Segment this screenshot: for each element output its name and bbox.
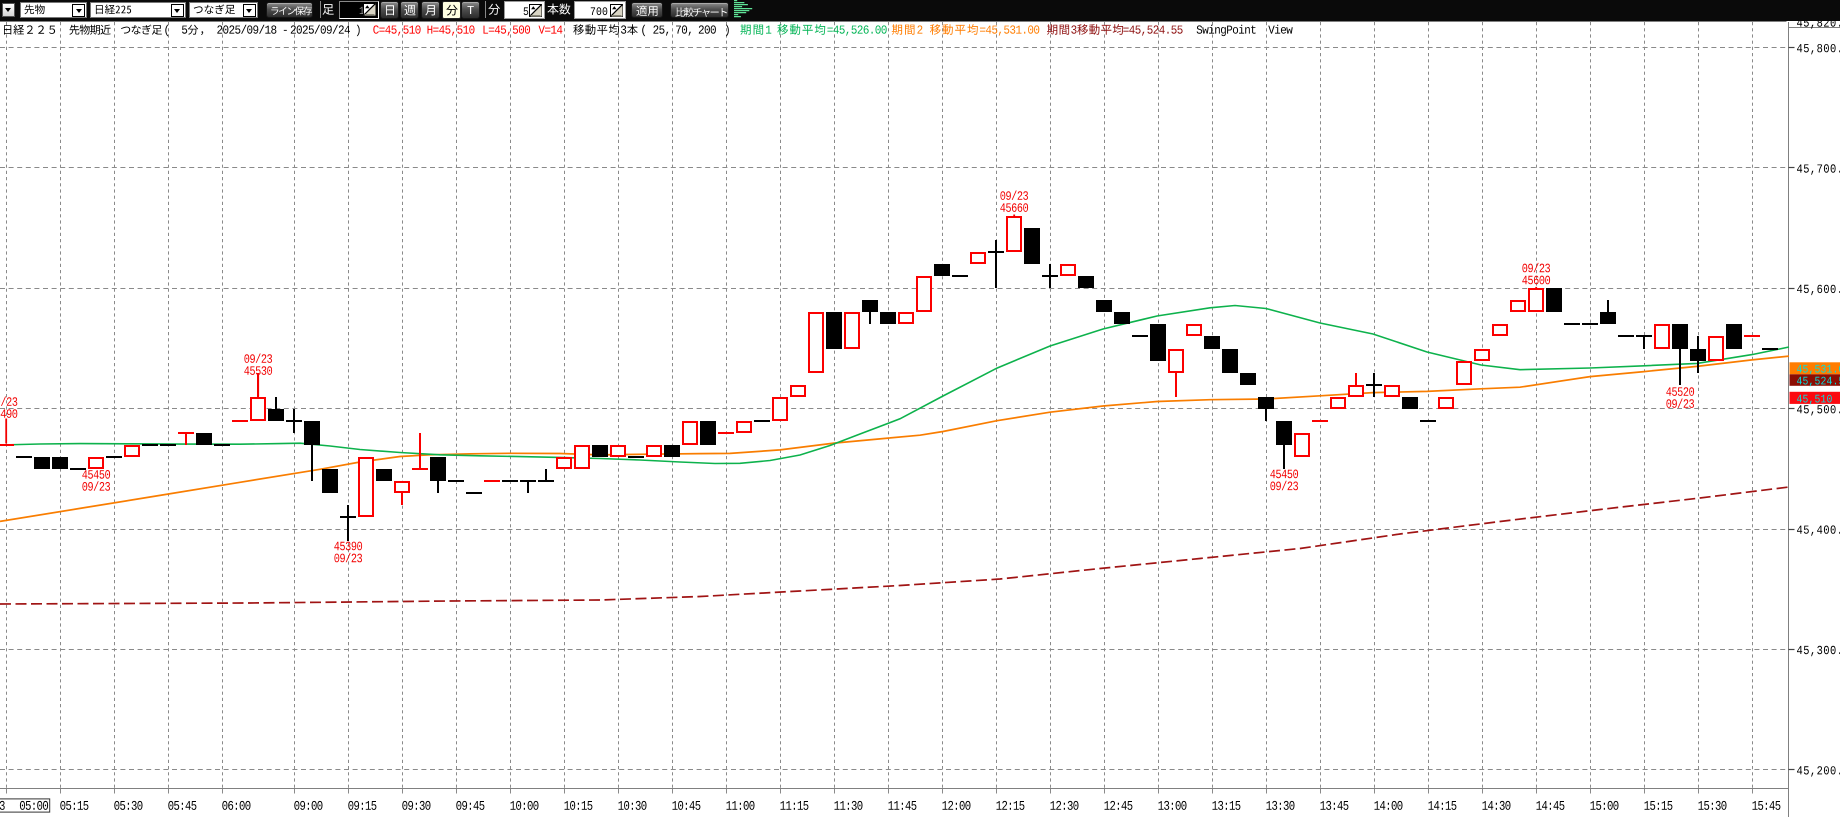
svg-text:T: T [467,4,474,18]
